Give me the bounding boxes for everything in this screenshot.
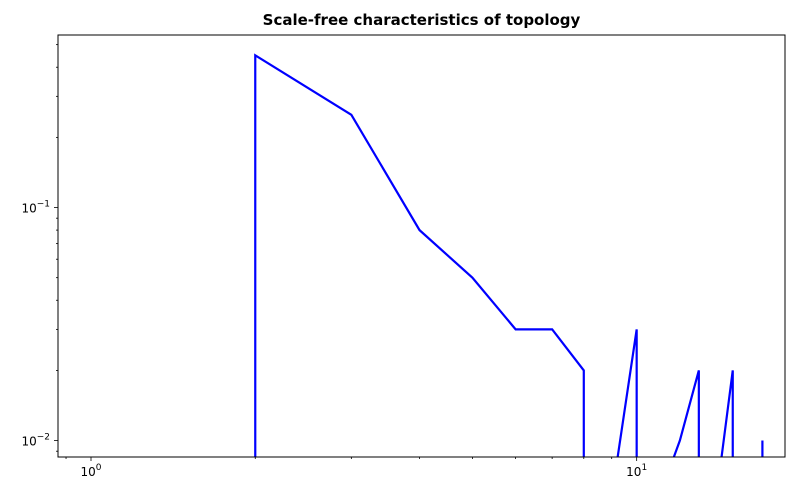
chart-title: Scale-free characteristics of topology <box>262 11 581 29</box>
y-tick-label: 10−1 <box>21 200 50 216</box>
plot-frame <box>57 34 786 458</box>
x-tick-label: 100 <box>80 463 101 479</box>
series-line-1 <box>254 53 764 457</box>
y-tick-label: 10−2 <box>21 433 50 449</box>
x-tick-label: 101 <box>626 463 647 479</box>
axis-ticks: 100 101 10−2 10−1 <box>21 44 647 479</box>
plot-marks <box>254 53 764 457</box>
